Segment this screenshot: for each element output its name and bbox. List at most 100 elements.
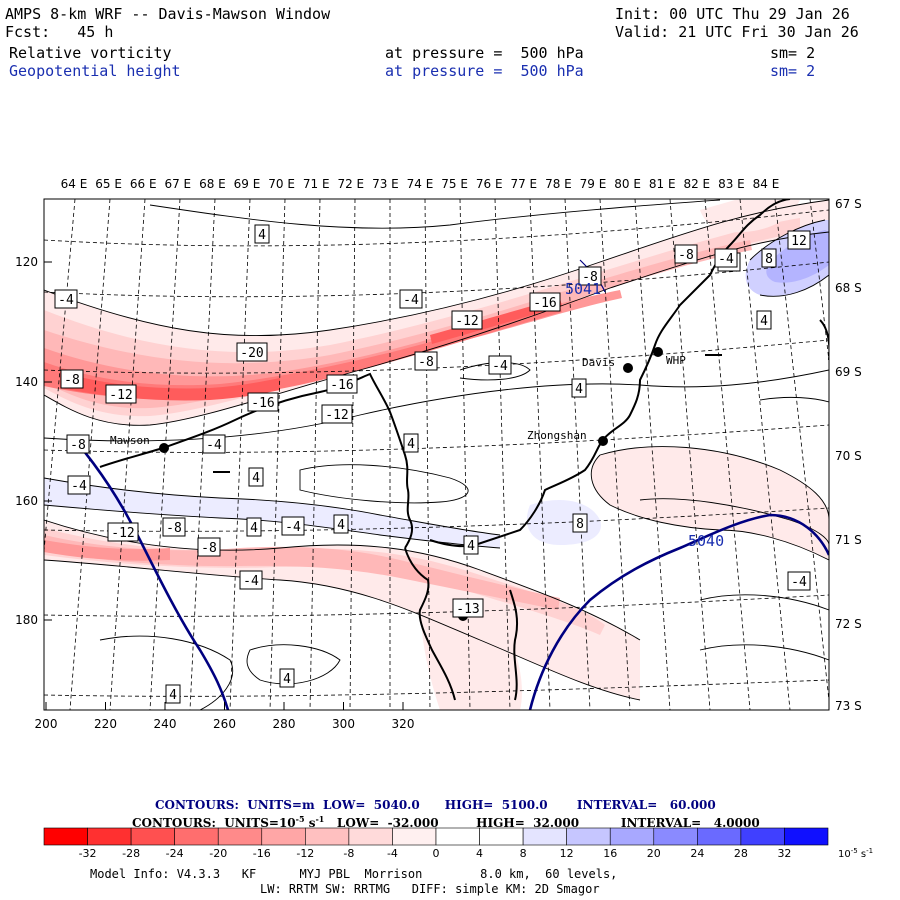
- plot-frame: [43, 198, 830, 711]
- field1-level: at pressure = 500 hPa: [385, 44, 584, 62]
- bottom-axis-label: 240: [154, 717, 177, 731]
- right-axis-label: 73 S: [835, 699, 862, 713]
- contour-label: -4: [67, 475, 91, 495]
- contour-label-box: [326, 374, 358, 394]
- top-axis-label: 80 E: [614, 177, 641, 191]
- top-axis-label: 81 E: [649, 177, 676, 191]
- contour-label-text: -8: [582, 270, 598, 285]
- contour-label-box: [248, 467, 264, 487]
- contour-label: 8: [761, 248, 777, 268]
- station-label-zhongshan: Zhongshan: [527, 429, 587, 442]
- colorbar-label: 16: [603, 847, 617, 860]
- contour-label-box: [279, 668, 295, 688]
- contour-label: -13: [452, 598, 484, 618]
- colorbar-label: -12: [296, 847, 314, 860]
- contour-label-text: -4: [58, 293, 74, 308]
- contour-label: -12: [105, 384, 137, 404]
- top-axis-label: 79 E: [580, 177, 607, 191]
- contour-label-box: [452, 598, 484, 618]
- bottom-axis-label: 280: [273, 717, 296, 731]
- contour-label-text: 4: [169, 688, 177, 703]
- footer-vorticity-contours: CONTOURS: UNITS=10-5 s-1 LOW= -32.000 HI…: [132, 814, 760, 830]
- footer-physics-info: LW: RRTM SW: RRTMG DIFF: simple KM: 2D S…: [260, 882, 600, 896]
- contour-label-text: -4: [791, 575, 807, 590]
- contour-label: 4: [571, 378, 587, 398]
- station-davis-marker[interactable]: [623, 363, 633, 373]
- contour-label-text: -4: [243, 574, 259, 589]
- contour-label-text: 4: [407, 437, 415, 452]
- station-mawson-marker[interactable]: [159, 443, 169, 453]
- contour-label-box: [761, 248, 777, 268]
- contour-label-text: -16: [251, 396, 274, 411]
- contour-label: -8: [66, 434, 90, 454]
- contour-label-text: -4: [492, 359, 508, 374]
- colorbar-label: -32: [79, 847, 97, 860]
- contour-label-text: -12: [455, 314, 478, 329]
- contour-label-box: [333, 514, 349, 534]
- top-axis-label: 73 E: [372, 177, 399, 191]
- colorbar-label: 24: [690, 847, 704, 860]
- contour-label-box: [165, 684, 181, 704]
- contour-label: 12: [787, 230, 811, 250]
- contour-label-box: [105, 384, 137, 404]
- contour-label: -20: [236, 342, 268, 362]
- contour-label: -4: [239, 570, 263, 590]
- contour-label-text: -20: [240, 346, 263, 361]
- contour-label-box: [451, 310, 483, 330]
- geopotential-contours: [74, 439, 829, 710]
- contour-label-box: [54, 289, 78, 309]
- top-axis-label: 75 E: [441, 177, 468, 191]
- right-axis-label: 68 S: [835, 281, 862, 295]
- station-label-davis: Davis: [582, 356, 615, 369]
- contour-label: 4: [246, 517, 262, 537]
- contour-label-text: -16: [533, 296, 556, 311]
- field1-smoothing: sm= 2: [770, 44, 816, 62]
- contour-label-box: [202, 434, 226, 454]
- height-label-5041: 5041: [565, 280, 601, 298]
- contour-label: -8: [60, 369, 84, 389]
- vorticity-shading: [44, 200, 829, 710]
- contour-label-box: [60, 369, 84, 389]
- contour-label-box: [674, 244, 698, 264]
- contour-label: 4: [165, 684, 181, 704]
- contour-label: -16: [326, 374, 358, 394]
- contour-label: -12: [107, 522, 139, 542]
- colorbar-label: 4: [476, 847, 483, 860]
- contour-label-text: 8: [765, 252, 773, 267]
- contour-label-text: -8: [201, 541, 217, 556]
- station-label-mawson: Mawson: [110, 434, 150, 447]
- left-axis-label: 140: [15, 375, 38, 389]
- contour-label-box: [67, 475, 91, 495]
- axes: 64 E 65 E 66 E 67 E 68 E 69 E 70 E 71 E 72 E 73 E…: [15, 177, 862, 731]
- station-zhongshan-marker[interactable]: [598, 436, 608, 446]
- left-axis-label: 160: [15, 494, 38, 508]
- colorbar-swatch: [87, 827, 132, 846]
- right-axis-label: 71 S: [835, 533, 862, 547]
- top-axis-label: 78 E: [545, 177, 572, 191]
- contour-label: -16: [247, 392, 279, 412]
- valid-time: Valid: 21 UTC Fri 30 Jan 26: [615, 23, 859, 41]
- colorbar-swatch: [43, 827, 88, 846]
- contour-label-text: -12: [325, 408, 348, 423]
- top-axis-label: 84 E: [753, 177, 780, 191]
- contour-label: 4: [333, 514, 349, 534]
- colorbar-label: -24: [166, 847, 184, 860]
- contour-label-box: [197, 537, 221, 557]
- bottom-axis-label: 220: [94, 717, 117, 731]
- colorbar-label: -8: [343, 847, 354, 860]
- contour-label-text: -4: [71, 479, 87, 494]
- top-axis-label: 74 E: [407, 177, 434, 191]
- contour-label-box: [66, 434, 90, 454]
- contour-label-text: -4: [403, 293, 419, 308]
- bottom-axis-label: 320: [392, 717, 415, 731]
- contour-label: -8: [414, 351, 438, 371]
- top-axis-label: 83 E: [718, 177, 745, 191]
- contour-label: -4: [787, 571, 811, 591]
- top-axis-label: 67 E: [164, 177, 191, 191]
- station-whp-marker[interactable]: [653, 347, 663, 357]
- colorbar: -32 -28 -24 -20 -16 -12 -8 -4 0 4 8 12 16 20 24 28 32 10-…: [43, 827, 873, 860]
- forecast-hour: Fcst: 45 h: [5, 23, 114, 41]
- contour-label-box: [787, 230, 811, 250]
- contour-label: -12: [451, 310, 483, 330]
- footer-model-info: Model Info: V4.3.3 KF MYJ PBL Morrison 8…: [90, 867, 618, 881]
